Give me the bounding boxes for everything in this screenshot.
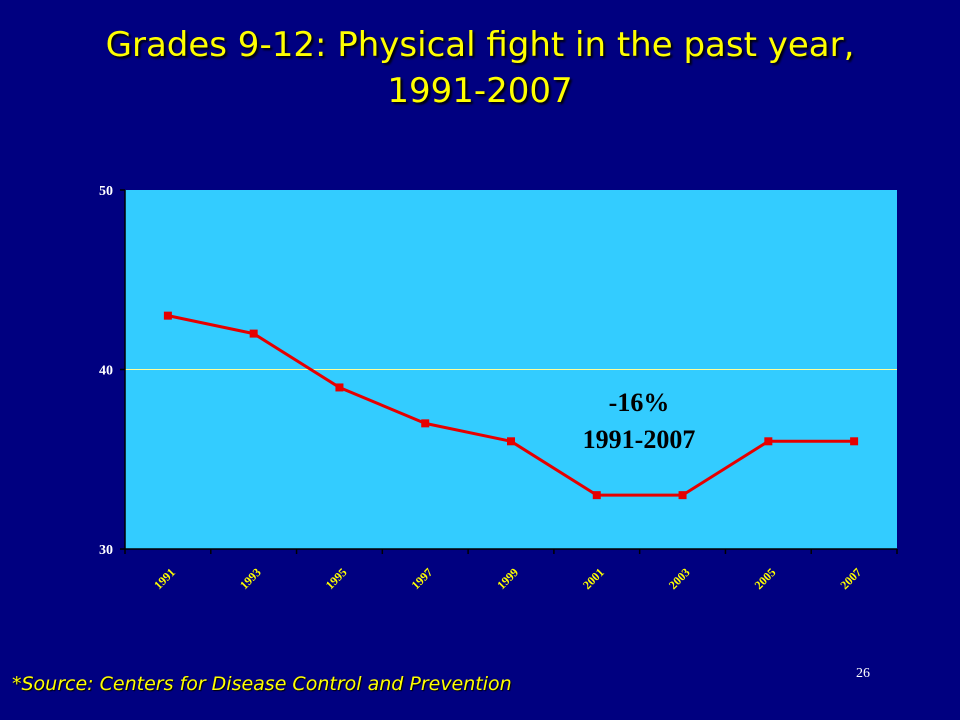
y-tick-label: 50: [99, 184, 113, 199]
y-tick-label: 30: [99, 543, 113, 558]
data-point: [764, 437, 773, 446]
x-tick-label: 2005: [752, 565, 779, 592]
source-note: *Source: Centers for Disease Control and…: [12, 673, 512, 695]
data-point: [850, 437, 859, 446]
x-tick-label: 1991: [151, 565, 178, 592]
data-point: [421, 419, 430, 428]
data-point: [678, 491, 687, 500]
series-group: [163, 311, 859, 500]
x-tick-label: 2003: [666, 565, 693, 592]
x-tick-label: 1999: [494, 565, 521, 592]
annotation-percent: -16%: [609, 388, 670, 417]
annotation-range: 1991-2007: [583, 425, 696, 454]
x-tick-label: 2007: [837, 565, 864, 592]
y-axis-ticks: 30 40 50: [99, 184, 125, 558]
slide-title-line2: 1991-2007: [387, 71, 573, 111]
data-point: [592, 491, 601, 500]
x-tick-label: 1997: [408, 565, 435, 592]
slide-number: 26: [856, 666, 870, 681]
data-point: [163, 311, 172, 320]
slide-title-line1: Grades 9-12: Physical fight in the past …: [105, 25, 855, 65]
x-tick-label: 1995: [323, 565, 350, 592]
x-tick-label: 1993: [237, 565, 264, 592]
x-tick-label: 2001: [580, 565, 607, 592]
slide-title: Grades 9-12: Physical fight in the past …: [40, 22, 920, 114]
x-axis-ticks: 1991 1993 1995 1997 1999 2001 2003 2005 2007: [124, 549, 898, 592]
y-tick-label: 40: [99, 364, 113, 379]
data-point: [335, 383, 344, 392]
data-point: [507, 437, 515, 446]
data-point: [249, 329, 258, 338]
